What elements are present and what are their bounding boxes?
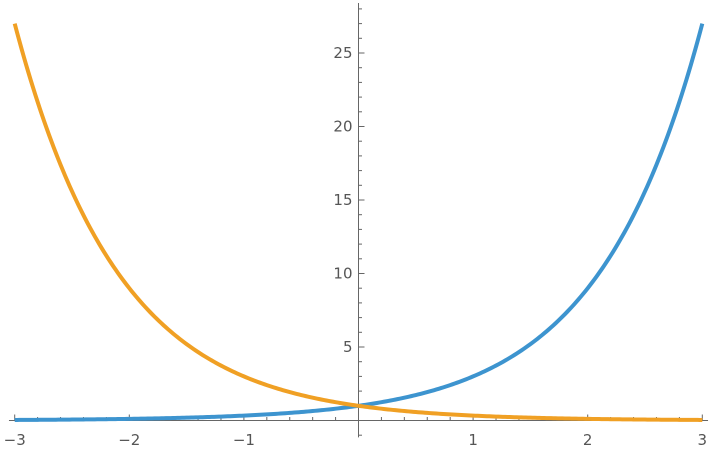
y-tick-label: 10 [333,265,352,283]
curves [12,23,705,422]
x-tick-label: 2 [583,431,593,449]
x-tick-label: −3 [4,431,26,449]
tick-labels: −3 −2 −1 1 2 3 5 10 15 20 25 [4,44,707,449]
axes [8,3,709,438]
y-tick-label: 20 [333,118,352,136]
x-tick-label: −1 [233,431,255,449]
x-tick-label: 1 [468,431,478,449]
series-3-pow-neg-x-line [12,23,703,422]
x-tick-label: −2 [118,431,140,449]
y-tick-label: 15 [333,191,352,209]
y-tick-label: 5 [343,338,353,356]
x-tick-label: 3 [698,431,708,449]
y-tick-label: 25 [333,44,352,62]
